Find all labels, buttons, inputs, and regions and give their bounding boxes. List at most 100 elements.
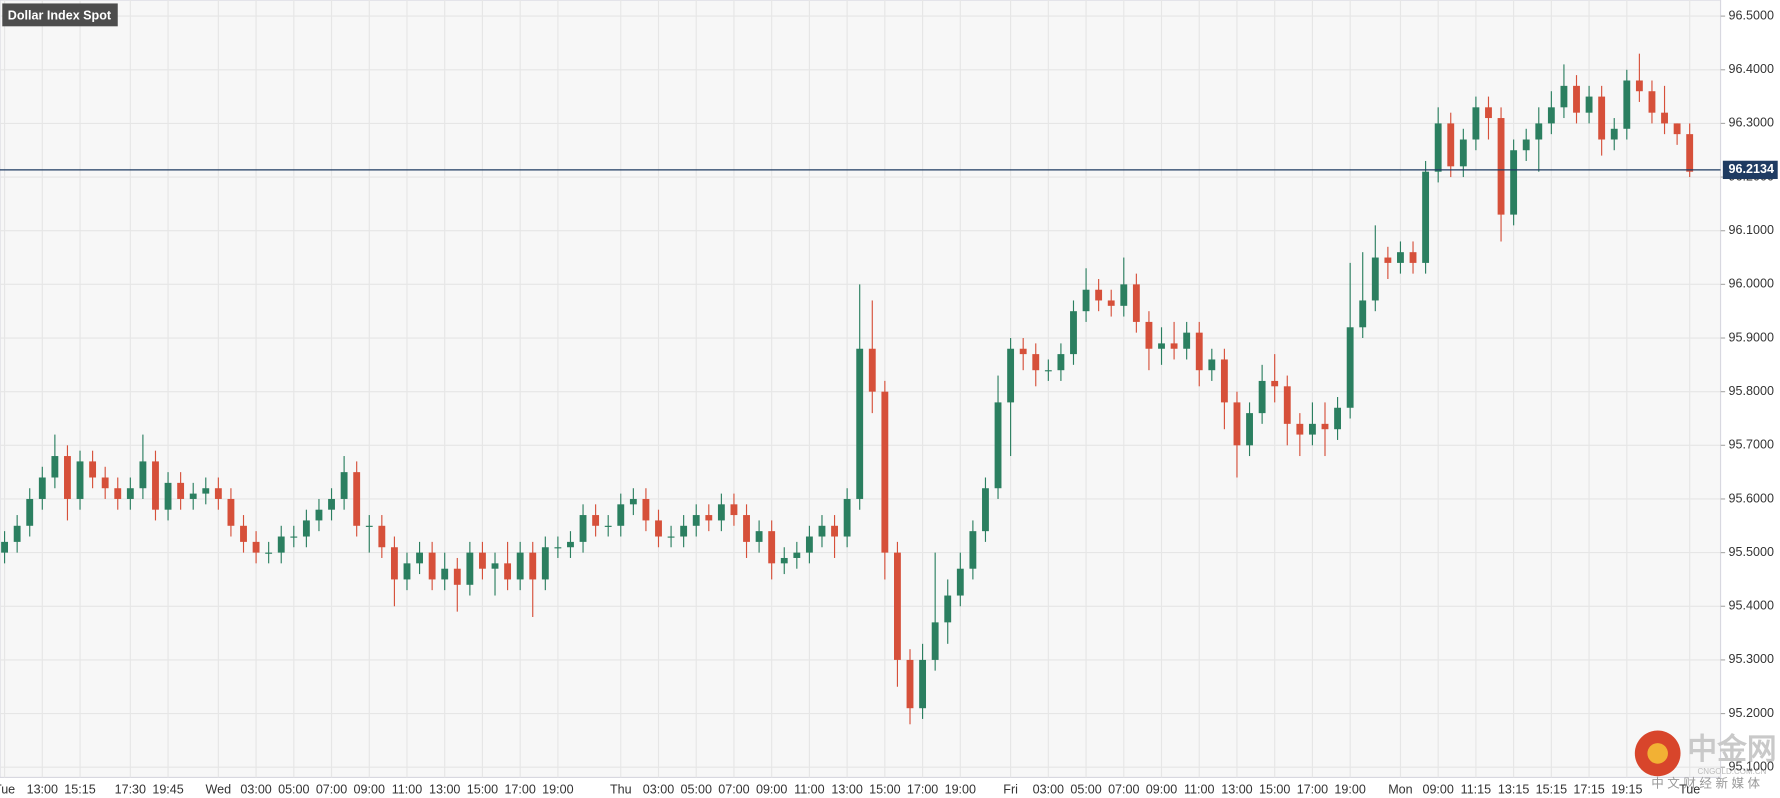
candle-body <box>1635 80 1643 92</box>
y-tick-label: 96.5000 <box>1729 8 1774 22</box>
y-tick-label: 96.1000 <box>1729 223 1774 237</box>
candle-body <box>1359 300 1367 328</box>
candle-body <box>390 547 398 580</box>
x-tick-label: 13:00 <box>1221 782 1252 796</box>
y-tick-label: 95.3000 <box>1729 652 1774 666</box>
candle-body <box>579 515 587 542</box>
candle-body <box>1032 354 1040 371</box>
candle-body <box>1598 96 1606 140</box>
x-tick-label: 17:00 <box>907 782 938 796</box>
candle-body <box>655 520 662 537</box>
candle-body <box>328 498 335 510</box>
candle-body <box>1233 402 1241 446</box>
candle-body <box>554 547 562 549</box>
candle-body <box>1070 311 1077 355</box>
candle-body <box>1472 107 1480 140</box>
x-tick-label: 05:00 <box>681 782 712 796</box>
x-tick-label: 19:00 <box>1334 782 1365 796</box>
candle-body <box>604 525 612 527</box>
candle-body <box>1610 128 1618 140</box>
candle-body <box>26 498 34 526</box>
y-tick-label: 96.3000 <box>1729 116 1774 130</box>
watermark-logo-inner <box>1647 743 1668 764</box>
candle-body <box>906 659 914 709</box>
candle-body <box>1510 150 1518 215</box>
x-tick-label: 17:30 <box>115 782 146 796</box>
candle-body <box>340 472 348 499</box>
candle-body <box>831 525 838 537</box>
candle-body <box>868 348 876 392</box>
candle-body <box>680 525 688 537</box>
x-tick-label: 03:00 <box>643 782 674 796</box>
candle-body <box>491 563 499 569</box>
y-tick-label: 95.1000 <box>1729 760 1774 774</box>
candle-body <box>504 563 512 580</box>
candle-body <box>931 622 939 660</box>
candle-body <box>642 498 650 521</box>
candle-body <box>277 536 285 553</box>
candle-body <box>1220 359 1228 403</box>
candle-body <box>1686 134 1694 172</box>
candle-body <box>1183 332 1191 349</box>
y-tick-label: 95.5000 <box>1729 545 1774 559</box>
candle-body <box>1158 343 1165 349</box>
candle-body <box>592 515 600 526</box>
candle-body <box>13 525 21 542</box>
candle-body <box>1447 123 1455 167</box>
x-tick-label: 11:15 <box>1461 782 1492 796</box>
candle-body <box>567 541 574 548</box>
candle-body <box>1019 348 1027 355</box>
candle-body <box>1422 171 1430 263</box>
x-tick-label: 15:00 <box>1259 782 1290 796</box>
candle-body <box>1321 423 1329 430</box>
candle-body <box>805 536 813 553</box>
x-tick-label: 17:15 <box>1573 782 1604 796</box>
x-tick-label: 07:00 <box>1108 782 1139 796</box>
candle-body <box>1434 123 1442 172</box>
x-tick-label: 15:15 <box>1536 782 1567 796</box>
candle-body <box>1397 252 1404 263</box>
title-box <box>2 3 118 27</box>
candle-body <box>202 488 210 494</box>
candle-body <box>1673 123 1681 135</box>
x-tick-label: Tue <box>1679 782 1700 796</box>
candle-body <box>894 552 901 660</box>
candle-body <box>126 488 134 499</box>
candle-body <box>944 595 952 623</box>
candle-body <box>982 488 989 532</box>
candle-body <box>793 552 801 558</box>
candle-body <box>780 557 788 564</box>
candle-body <box>1623 80 1631 129</box>
x-tick-label: Tue <box>0 782 15 796</box>
y-tick-label: 95.4000 <box>1729 599 1774 613</box>
candle-body <box>617 504 625 526</box>
candle-body <box>1371 257 1379 301</box>
candle-body <box>177 482 185 499</box>
candle-body <box>1170 343 1178 349</box>
candle-body <box>994 402 1002 489</box>
watermark-site: CNGOLD.COM.CN <box>1698 767 1767 776</box>
y-tick-label: 96.0000 <box>1729 277 1774 291</box>
watermark: 中金网 CNGOLD.COM.CN 中 文 财 经 新 媒 体 <box>1634 730 1777 791</box>
candle-body <box>227 498 235 526</box>
x-tick-label: Wed <box>206 782 232 796</box>
candle-body <box>189 493 197 499</box>
x-tick-label: 09:00 <box>756 782 787 796</box>
candle-body <box>1 541 9 553</box>
x-tick-label: 09:00 <box>1422 782 1453 796</box>
x-tick-label: 07:00 <box>718 782 749 796</box>
candle-body <box>881 391 889 553</box>
candle-body <box>416 552 423 564</box>
watermark-slogan: 中 文 财 经 新 媒 体 <box>1651 776 1760 791</box>
last-price-box <box>1722 160 1778 180</box>
candle-body <box>705 515 713 521</box>
candle-body <box>353 472 361 526</box>
candle-body <box>302 520 310 537</box>
x-tick-label: 13:15 <box>1498 782 1529 796</box>
candle-body <box>441 568 449 580</box>
candle-body <box>1120 284 1128 306</box>
candle-body <box>1145 321 1153 349</box>
candle-body <box>365 525 373 527</box>
candle-body <box>1585 96 1593 113</box>
